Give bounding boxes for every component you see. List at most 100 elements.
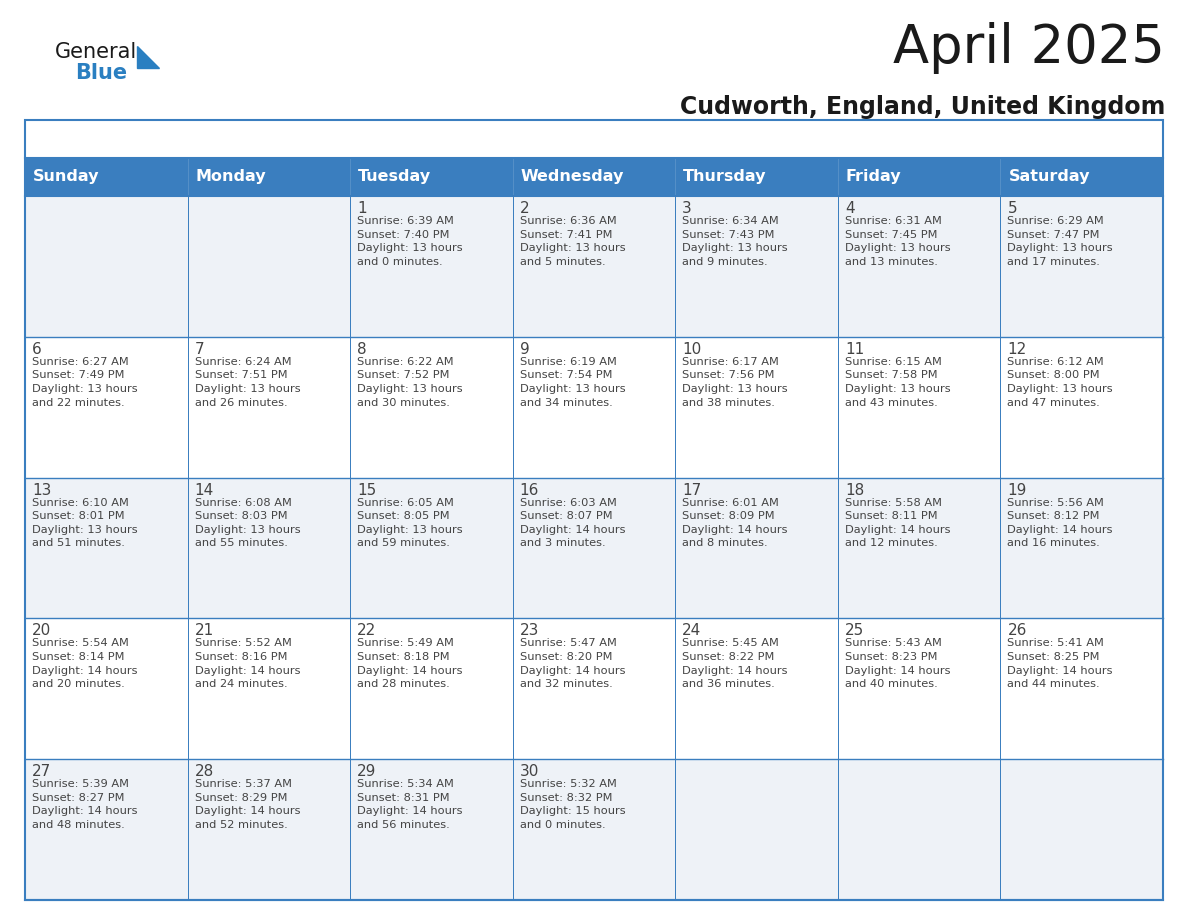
Bar <box>1000 477 1163 619</box>
Text: 29: 29 <box>358 764 377 779</box>
Text: Sunrise: 6:39 AM
Sunset: 7:40 PM
Daylight: 13 hours
and 0 minutes.: Sunrise: 6:39 AM Sunset: 7:40 PM Dayligh… <box>358 216 463 267</box>
Bar <box>350 337 513 477</box>
Bar <box>838 196 1000 337</box>
Bar <box>838 477 1000 619</box>
Text: 23: 23 <box>519 623 539 638</box>
Text: 3: 3 <box>682 201 693 216</box>
Text: Sunrise: 6:01 AM
Sunset: 8:09 PM
Daylight: 14 hours
and 8 minutes.: Sunrise: 6:01 AM Sunset: 8:09 PM Dayligh… <box>682 498 788 548</box>
Text: 20: 20 <box>32 623 51 638</box>
Text: Sunrise: 6:19 AM
Sunset: 7:54 PM
Daylight: 13 hours
and 34 minutes.: Sunrise: 6:19 AM Sunset: 7:54 PM Dayligh… <box>519 357 625 408</box>
Text: 7: 7 <box>195 341 204 357</box>
Bar <box>1000 759 1163 900</box>
Text: Sunrise: 6:10 AM
Sunset: 8:01 PM
Daylight: 13 hours
and 51 minutes.: Sunrise: 6:10 AM Sunset: 8:01 PM Dayligh… <box>32 498 138 548</box>
Bar <box>513 337 675 477</box>
Text: 21: 21 <box>195 623 214 638</box>
Text: Sunday: Sunday <box>33 170 100 185</box>
Text: 19: 19 <box>1007 483 1026 498</box>
Bar <box>675 759 838 900</box>
Text: 15: 15 <box>358 483 377 498</box>
Text: 6: 6 <box>32 341 42 357</box>
Bar <box>188 158 350 196</box>
Text: 16: 16 <box>519 483 539 498</box>
Bar <box>513 619 675 759</box>
Text: Sunrise: 5:34 AM
Sunset: 8:31 PM
Daylight: 14 hours
and 56 minutes.: Sunrise: 5:34 AM Sunset: 8:31 PM Dayligh… <box>358 779 462 830</box>
Bar <box>25 337 188 477</box>
Text: Sunrise: 6:22 AM
Sunset: 7:52 PM
Daylight: 13 hours
and 30 minutes.: Sunrise: 6:22 AM Sunset: 7:52 PM Dayligh… <box>358 357 463 408</box>
Text: 10: 10 <box>682 341 702 357</box>
Text: Thursday: Thursday <box>683 170 766 185</box>
Text: Sunrise: 6:24 AM
Sunset: 7:51 PM
Daylight: 13 hours
and 26 minutes.: Sunrise: 6:24 AM Sunset: 7:51 PM Dayligh… <box>195 357 301 408</box>
Text: Sunrise: 5:56 AM
Sunset: 8:12 PM
Daylight: 14 hours
and 16 minutes.: Sunrise: 5:56 AM Sunset: 8:12 PM Dayligh… <box>1007 498 1113 548</box>
Polygon shape <box>137 46 159 68</box>
Bar <box>1000 196 1163 337</box>
Bar <box>675 619 838 759</box>
Text: 9: 9 <box>519 341 530 357</box>
Bar <box>188 477 350 619</box>
Text: 17: 17 <box>682 483 702 498</box>
Bar <box>1000 619 1163 759</box>
Bar <box>1000 158 1163 196</box>
Bar <box>188 196 350 337</box>
Bar <box>675 337 838 477</box>
Bar <box>838 158 1000 196</box>
Text: Friday: Friday <box>846 170 902 185</box>
Text: Cudworth, England, United Kingdom: Cudworth, England, United Kingdom <box>680 95 1165 119</box>
Bar <box>25 759 188 900</box>
Bar <box>1000 337 1163 477</box>
Text: 18: 18 <box>845 483 864 498</box>
Text: Sunrise: 5:49 AM
Sunset: 8:18 PM
Daylight: 14 hours
and 28 minutes.: Sunrise: 5:49 AM Sunset: 8:18 PM Dayligh… <box>358 638 462 689</box>
Text: Sunrise: 6:17 AM
Sunset: 7:56 PM
Daylight: 13 hours
and 38 minutes.: Sunrise: 6:17 AM Sunset: 7:56 PM Dayligh… <box>682 357 788 408</box>
Bar <box>25 196 188 337</box>
Text: April 2025: April 2025 <box>893 22 1165 74</box>
Text: 4: 4 <box>845 201 854 216</box>
Bar <box>350 196 513 337</box>
Text: Sunrise: 5:54 AM
Sunset: 8:14 PM
Daylight: 14 hours
and 20 minutes.: Sunrise: 5:54 AM Sunset: 8:14 PM Dayligh… <box>32 638 138 689</box>
Bar <box>675 196 838 337</box>
Text: Sunrise: 5:43 AM
Sunset: 8:23 PM
Daylight: 14 hours
and 40 minutes.: Sunrise: 5:43 AM Sunset: 8:23 PM Dayligh… <box>845 638 950 689</box>
Bar <box>350 759 513 900</box>
Text: 1: 1 <box>358 201 367 216</box>
Text: Sunrise: 5:39 AM
Sunset: 8:27 PM
Daylight: 14 hours
and 48 minutes.: Sunrise: 5:39 AM Sunset: 8:27 PM Dayligh… <box>32 779 138 830</box>
Text: 13: 13 <box>32 483 51 498</box>
Bar <box>838 337 1000 477</box>
Text: Sunrise: 5:58 AM
Sunset: 8:11 PM
Daylight: 14 hours
and 12 minutes.: Sunrise: 5:58 AM Sunset: 8:11 PM Dayligh… <box>845 498 950 548</box>
Text: 24: 24 <box>682 623 702 638</box>
Bar <box>25 120 1163 900</box>
Text: 27: 27 <box>32 764 51 779</box>
Text: Sunrise: 5:45 AM
Sunset: 8:22 PM
Daylight: 14 hours
and 36 minutes.: Sunrise: 5:45 AM Sunset: 8:22 PM Dayligh… <box>682 638 788 689</box>
Bar <box>513 477 675 619</box>
Bar <box>675 158 838 196</box>
Text: 22: 22 <box>358 623 377 638</box>
Bar <box>838 619 1000 759</box>
Text: 12: 12 <box>1007 341 1026 357</box>
Text: 14: 14 <box>195 483 214 498</box>
Text: 30: 30 <box>519 764 539 779</box>
Bar <box>188 337 350 477</box>
Bar <box>838 759 1000 900</box>
Bar <box>25 619 188 759</box>
Text: Monday: Monday <box>196 170 266 185</box>
Text: Sunrise: 6:31 AM
Sunset: 7:45 PM
Daylight: 13 hours
and 13 minutes.: Sunrise: 6:31 AM Sunset: 7:45 PM Dayligh… <box>845 216 950 267</box>
Text: Sunrise: 5:32 AM
Sunset: 8:32 PM
Daylight: 15 hours
and 0 minutes.: Sunrise: 5:32 AM Sunset: 8:32 PM Dayligh… <box>519 779 625 830</box>
Bar <box>350 158 513 196</box>
Text: 25: 25 <box>845 623 864 638</box>
Bar <box>350 619 513 759</box>
Text: 26: 26 <box>1007 623 1026 638</box>
Text: Sunrise: 6:36 AM
Sunset: 7:41 PM
Daylight: 13 hours
and 5 minutes.: Sunrise: 6:36 AM Sunset: 7:41 PM Dayligh… <box>519 216 625 267</box>
Bar <box>25 477 188 619</box>
Bar <box>513 759 675 900</box>
Text: Sunrise: 6:08 AM
Sunset: 8:03 PM
Daylight: 13 hours
and 55 minutes.: Sunrise: 6:08 AM Sunset: 8:03 PM Dayligh… <box>195 498 301 548</box>
Bar <box>513 158 675 196</box>
Text: 2: 2 <box>519 201 530 216</box>
Text: Saturday: Saturday <box>1009 170 1089 185</box>
Text: 5: 5 <box>1007 201 1017 216</box>
Text: 8: 8 <box>358 341 367 357</box>
Text: General: General <box>55 42 138 62</box>
Bar <box>25 158 188 196</box>
Text: Sunrise: 5:41 AM
Sunset: 8:25 PM
Daylight: 14 hours
and 44 minutes.: Sunrise: 5:41 AM Sunset: 8:25 PM Dayligh… <box>1007 638 1113 689</box>
Text: Sunrise: 6:29 AM
Sunset: 7:47 PM
Daylight: 13 hours
and 17 minutes.: Sunrise: 6:29 AM Sunset: 7:47 PM Dayligh… <box>1007 216 1113 267</box>
Text: Sunrise: 6:03 AM
Sunset: 8:07 PM
Daylight: 14 hours
and 3 minutes.: Sunrise: 6:03 AM Sunset: 8:07 PM Dayligh… <box>519 498 625 548</box>
Text: Sunrise: 5:52 AM
Sunset: 8:16 PM
Daylight: 14 hours
and 24 minutes.: Sunrise: 5:52 AM Sunset: 8:16 PM Dayligh… <box>195 638 301 689</box>
Text: 28: 28 <box>195 764 214 779</box>
Text: Sunrise: 5:37 AM
Sunset: 8:29 PM
Daylight: 14 hours
and 52 minutes.: Sunrise: 5:37 AM Sunset: 8:29 PM Dayligh… <box>195 779 301 830</box>
